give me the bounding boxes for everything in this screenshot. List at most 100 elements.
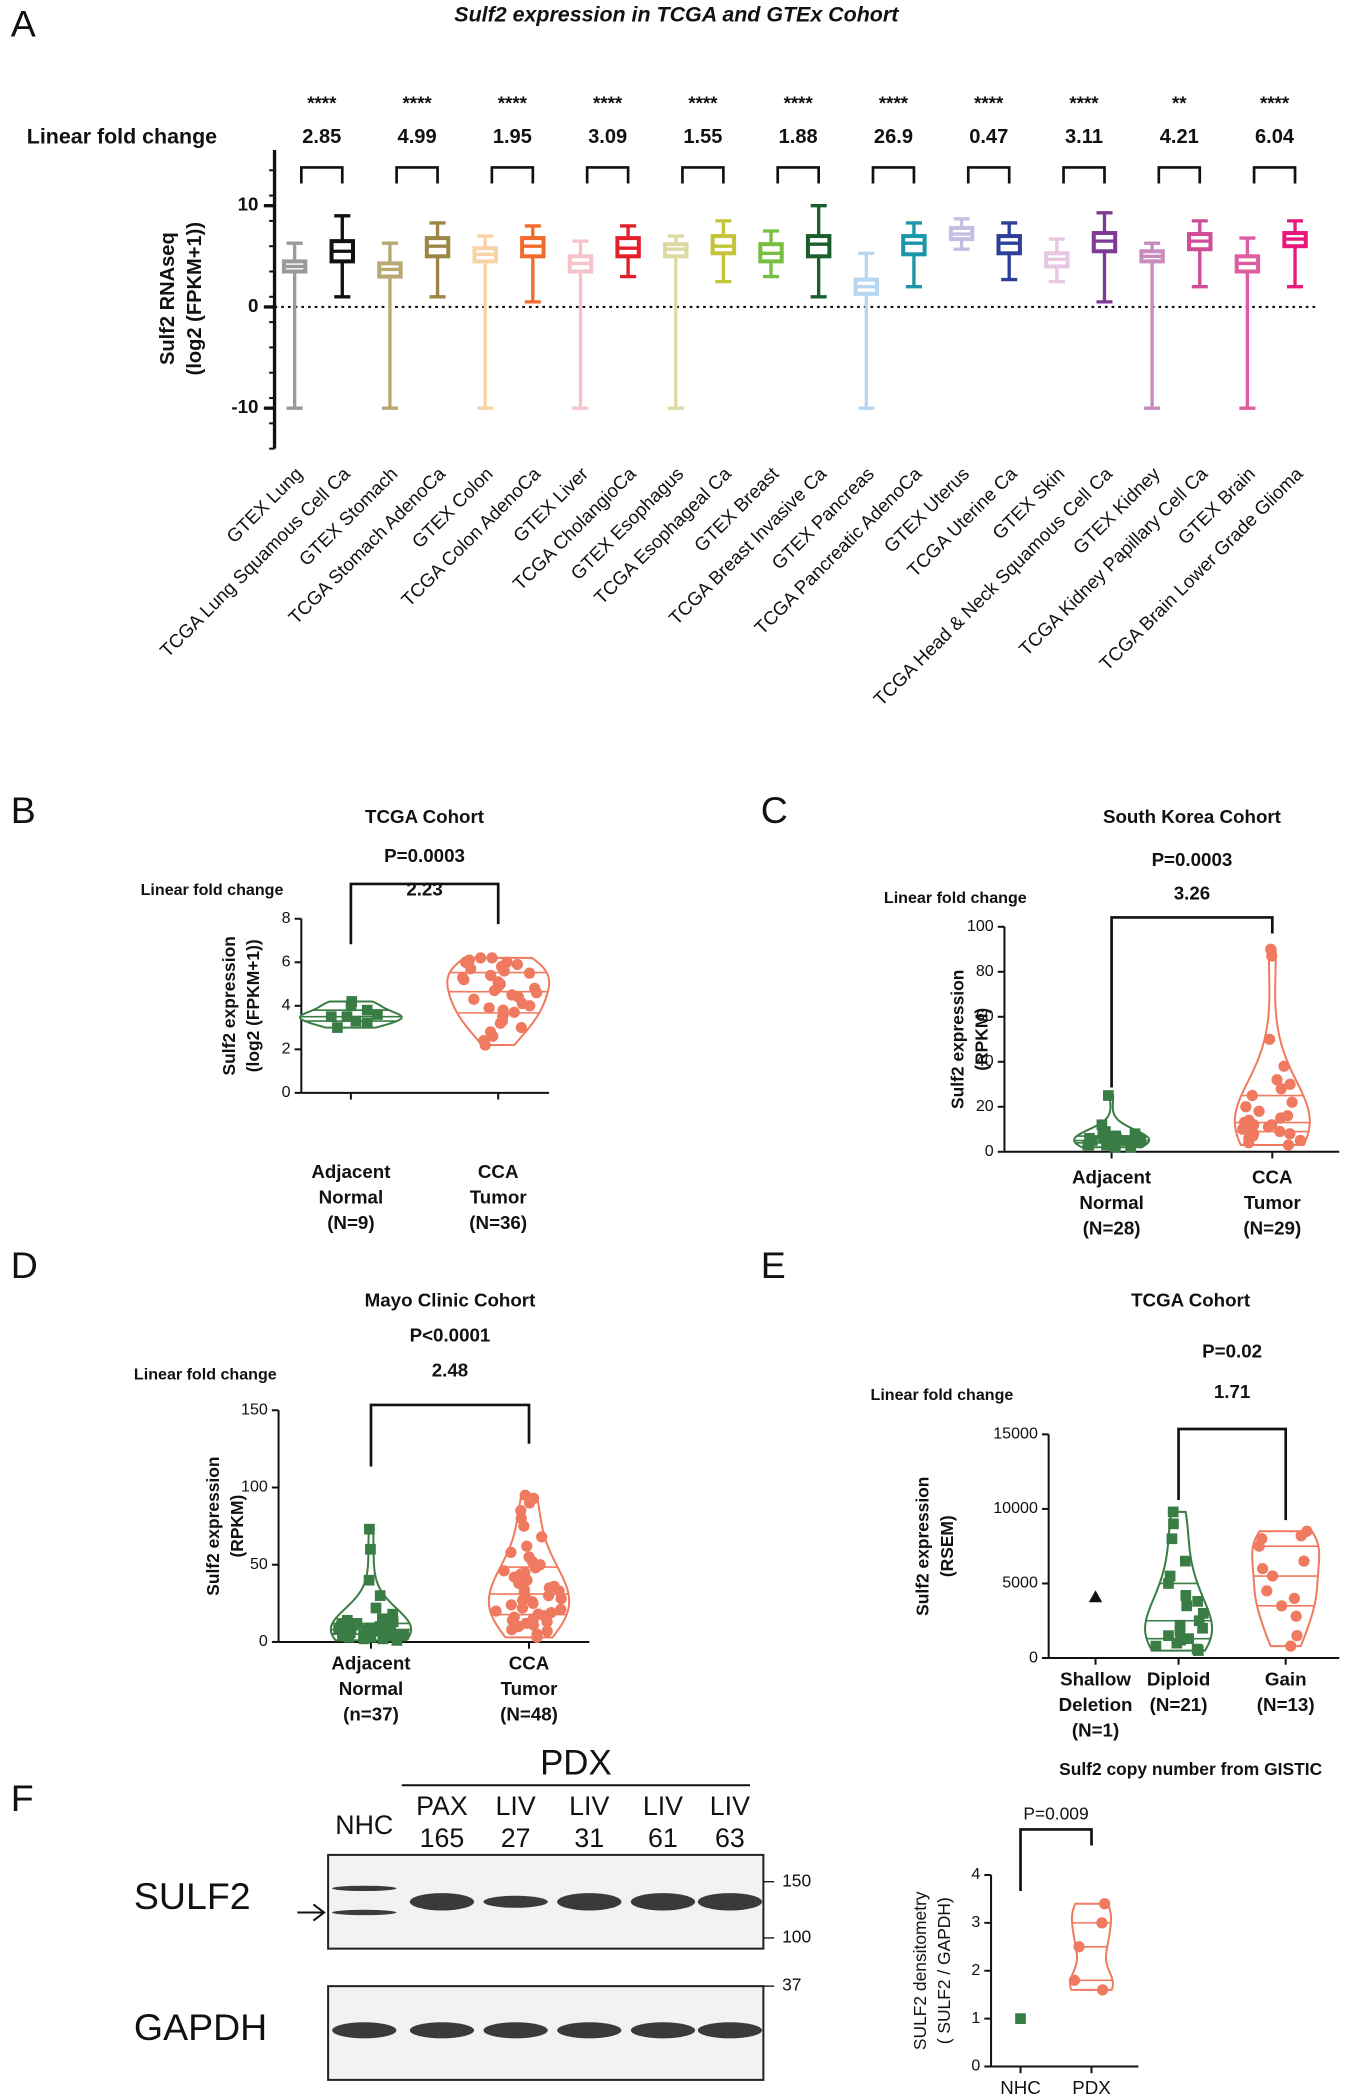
data-point bbox=[508, 1006, 520, 1018]
y-tick-label: 20 bbox=[976, 1097, 994, 1115]
data-point bbox=[506, 989, 518, 1001]
significance: **** bbox=[879, 92, 909, 113]
data-point bbox=[1275, 1112, 1287, 1124]
data-point bbox=[1192, 1596, 1204, 1607]
band bbox=[332, 2022, 397, 2039]
fold-change: 2.85 bbox=[302, 126, 341, 148]
significance: **** bbox=[1069, 92, 1099, 113]
data-point bbox=[1181, 1600, 1193, 1612]
lane-label: LIV bbox=[496, 1791, 536, 1821]
data-point bbox=[486, 952, 498, 964]
y-axis-label: Sulf2 RNAseq bbox=[157, 232, 179, 365]
data-point bbox=[377, 1613, 388, 1625]
x-tick-label: Normal bbox=[339, 1678, 404, 1699]
x-tick-label: Gain bbox=[1265, 1669, 1307, 1690]
data-point bbox=[1290, 1610, 1302, 1622]
fold-change: 4.21 bbox=[1160, 126, 1199, 148]
y-tick-label: 150 bbox=[241, 1401, 268, 1419]
data-point bbox=[391, 1635, 403, 1646]
data-point bbox=[521, 1540, 533, 1552]
data-point bbox=[1099, 1898, 1111, 1910]
data-point bbox=[350, 1015, 362, 1027]
data-point bbox=[1298, 1555, 1310, 1567]
data-point bbox=[1278, 1060, 1290, 1072]
y-tick-label: 6 bbox=[282, 953, 291, 971]
p-value: P<0.0001 bbox=[410, 1325, 491, 1346]
p-value: P=0.0003 bbox=[1152, 849, 1233, 870]
data-point bbox=[515, 1021, 528, 1034]
y-tick-label: 100 bbox=[967, 917, 994, 935]
chart-title: Mayo Clinic Cohort bbox=[365, 1290, 536, 1311]
fold-label: Linear fold change bbox=[141, 881, 284, 899]
bracket bbox=[1252, 166, 1297, 184]
fold-change: 3.09 bbox=[588, 126, 627, 148]
significance: **** bbox=[593, 92, 623, 113]
data-point bbox=[529, 1562, 542, 1574]
data-point bbox=[387, 1616, 399, 1628]
size-marker: 37 bbox=[782, 1975, 801, 1995]
significance: **** bbox=[688, 92, 718, 113]
data-point bbox=[358, 1633, 370, 1645]
data-point bbox=[370, 1602, 382, 1614]
data-point bbox=[484, 1026, 497, 1038]
y-tick-label: 80 bbox=[976, 962, 994, 980]
blot-group-label: PDX bbox=[540, 1743, 612, 1782]
data-point bbox=[541, 1616, 553, 1628]
data-point bbox=[1096, 1917, 1108, 1929]
y-tick-label: 50 bbox=[250, 1555, 268, 1573]
x-tick-label: Normal bbox=[1079, 1192, 1144, 1213]
data-point bbox=[1116, 1135, 1128, 1146]
x-axis-label: Sulf2 copy number from GISTIC bbox=[1059, 1759, 1322, 1779]
data-point bbox=[1275, 1083, 1287, 1095]
significance: **** bbox=[402, 92, 432, 113]
blot-row-label: GAPDH bbox=[134, 2006, 267, 2048]
data-point bbox=[1171, 1637, 1183, 1649]
chart-title: TCGA Cohort bbox=[1131, 1290, 1251, 1311]
fold-change: 4.99 bbox=[398, 126, 437, 148]
significance: **** bbox=[784, 92, 814, 113]
y-tick-label: 0 bbox=[259, 1632, 268, 1650]
data-point bbox=[1132, 1137, 1144, 1149]
bracket bbox=[490, 166, 535, 184]
y-tick-label: -10 bbox=[231, 396, 258, 417]
y-axis-label: Sulf2 expression bbox=[948, 970, 968, 1109]
fold-change: 6.04 bbox=[1255, 126, 1295, 148]
data-point bbox=[1166, 1533, 1178, 1545]
fold-label: Linear fold change bbox=[884, 889, 1027, 907]
x-tick-label: Adjacent bbox=[311, 1161, 391, 1182]
y-tick-label: 5000 bbox=[1002, 1574, 1038, 1592]
data-point bbox=[1174, 1625, 1186, 1637]
fold-change: 1.88 bbox=[779, 126, 818, 148]
x-tick-label: TCGA Lung Squamous Cell Ca bbox=[156, 463, 355, 662]
bracket bbox=[1157, 166, 1202, 184]
data-point bbox=[485, 969, 497, 981]
data-point bbox=[463, 954, 475, 966]
arrow bbox=[297, 1903, 326, 1922]
data-point bbox=[1291, 1630, 1303, 1642]
y-tick-label: 1 bbox=[971, 2009, 980, 2027]
data-point bbox=[377, 1633, 389, 1645]
data-point bbox=[332, 1022, 343, 1033]
y-tick-label: 0 bbox=[1029, 1648, 1038, 1666]
data-point bbox=[1271, 1074, 1283, 1086]
band bbox=[557, 1893, 622, 1911]
data-point bbox=[1286, 1096, 1298, 1108]
data-point bbox=[1150, 1640, 1162, 1652]
x-tick-label: Tumor bbox=[470, 1187, 527, 1208]
data-point bbox=[555, 1603, 567, 1616]
bracket bbox=[1110, 916, 1274, 1088]
panel-letter: D bbox=[11, 1244, 38, 1286]
lane-label: LIV bbox=[643, 1791, 683, 1821]
data-point bbox=[1192, 1645, 1204, 1656]
x-tick-label: CCA bbox=[509, 1653, 550, 1674]
data-point bbox=[1103, 1090, 1114, 1101]
x-tick-label: (N=13) bbox=[1257, 1694, 1315, 1715]
band bbox=[409, 2022, 475, 2039]
significance: ** bbox=[1172, 92, 1187, 113]
data-point bbox=[1167, 1506, 1179, 1518]
data-point bbox=[1088, 1590, 1103, 1603]
data-point bbox=[1164, 1570, 1176, 1582]
fold-change: 2.23 bbox=[406, 879, 442, 900]
panel-letter: C bbox=[761, 789, 788, 831]
